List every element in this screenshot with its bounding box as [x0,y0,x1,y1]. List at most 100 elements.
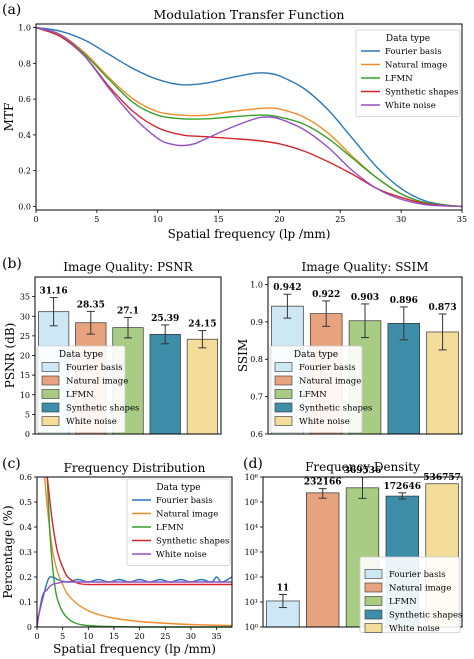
x-tick-label: 30 [186,632,196,641]
x-tick-label: 5 [94,215,99,224]
y-tick-label: 0.2 [19,573,32,582]
value-label-1: 11 [277,583,290,593]
series-line-1 [35,26,463,208]
y-tick-label: 10⁵ [245,498,258,507]
bar-2 [306,492,340,628]
y-tick-label: 10 [20,391,30,400]
ssim-chart: 0.942 0.922 0.903 0.896 0.873 0.6 0.7 0.8 0.9 1.0… [236,260,463,439]
value-label-2: 28.35 [77,300,105,310]
legend-label: White noise [66,417,117,427]
x-tick-label: 10 [153,215,163,224]
y-tick-label: 0.3 [19,548,32,557]
bar-4 [149,333,181,435]
legend-box [269,345,363,433]
series-line-1 [36,576,233,623]
value-label-3: 27.1 [117,306,139,316]
y-tick-label: 1.0 [250,280,263,289]
y-tick-label: 1.0 [18,24,31,33]
legend-label: White noise [385,101,436,111]
x-tick-label: 15 [213,215,223,224]
legend-label: White noise [156,550,207,560]
bar-4 [387,323,421,435]
value-label-3: 0.903 [351,293,379,303]
legend-label: LFMN [66,390,94,400]
legend-swatch [41,402,60,413]
legend-swatch [41,416,60,426]
y-tick-label: 10² [245,573,258,582]
series-line-4 [46,476,232,586]
legend-label: Fourier basis [389,570,446,580]
legend-label: White noise [299,417,350,427]
chart-title: Frequency Density [305,460,420,474]
y-tick-label: 0.0 [18,202,31,211]
y-tick-label: 10¹ [245,598,258,607]
series-line-4 [35,26,463,208]
y-tick-label: 30 [20,312,30,321]
y-tick-label: 35 [20,293,30,302]
value-label-1: 0.942 [273,283,301,293]
legend-label: LFMN [389,597,417,607]
x-tick-label: 35 [457,215,467,224]
legend-label: LFMN [385,74,413,84]
value-label-2: 0.922 [312,290,340,300]
y-axis-label: Percentage (%) [1,505,15,598]
legend-label: Natural image [389,584,451,594]
legend-swatch [41,362,60,372]
y-tick-label: 0.6 [250,430,263,439]
psnr-chart: 31.16 28.35 27.1 25.39 24.15 0 5 10 15 20 25 30 35 Im… [3,260,222,439]
legend-title: Data type [386,34,430,44]
y-tick-label: 10⁴ [245,523,258,532]
value-label-4: 25.39 [151,314,179,324]
series-line-5 [36,581,232,628]
legend-swatch [364,609,383,620]
legend-swatch [41,375,60,386]
x-tick-label: 35 [212,632,222,641]
legend-title: Data type [294,350,338,360]
legend-swatch [274,416,293,426]
legend-title: Data type [156,483,200,493]
y-tick-label: 0.6 [18,95,31,104]
x-tick-label: 20 [135,632,145,641]
x-tick-label: 5 [60,632,65,641]
y-tick-label: 10³ [245,548,258,557]
value-label-5: 536757 [423,473,461,483]
y-tick-label: 20 [20,352,30,361]
legend-label: Fourier basis [385,47,442,57]
panel-label-c: (c) [2,456,21,472]
chart-title: Image Quality: SSIM [302,260,429,274]
y-tick-label: 0.7 [250,393,263,402]
y-tick-label: 0.6 [19,473,32,482]
plot-frame [35,23,463,211]
x-tick-label: 20 [274,215,284,224]
value-label-5: 0.873 [429,303,457,313]
y-tick-label: 0 [27,623,32,632]
y-tick-label: 5 [25,410,30,419]
panel-label-a: (a) [2,2,21,18]
legend-label: Natural image [299,377,361,387]
chart-title: Modulation Transfer Function [154,7,345,22]
y-tick-label: 0.4 [18,131,31,140]
series-line-2 [44,476,233,627]
legend-swatch [364,623,383,633]
legend-label: Synthetic shapes [156,537,229,547]
y-tick-label: 10⁶ [245,473,258,482]
legend-label: Synthetic shapes [299,404,372,414]
y-tick-label: 10⁰ [245,623,258,632]
x-tick-label: 25 [335,215,345,224]
legend-swatch [274,375,293,386]
y-tick-label: 0.5 [19,498,32,507]
value-label-4: 172646 [384,482,422,492]
value-label-4: 0.896 [390,296,418,306]
legend-label: LFMN [299,390,327,400]
y-axis-label: PSNR (dB) [3,323,17,389]
x-tick-label: 30 [396,215,406,224]
series-line-5 [35,26,463,208]
y-tick-label: 0.8 [250,355,263,364]
legend-label: LFMN [156,523,184,533]
chart-title: Frequency Distribution [64,461,206,475]
legend-label: Natural image [66,377,128,387]
y-tick-label: 0.1 [19,598,32,607]
y-tick-label: 15 [20,371,30,380]
x-tick-label: 15 [109,632,119,641]
